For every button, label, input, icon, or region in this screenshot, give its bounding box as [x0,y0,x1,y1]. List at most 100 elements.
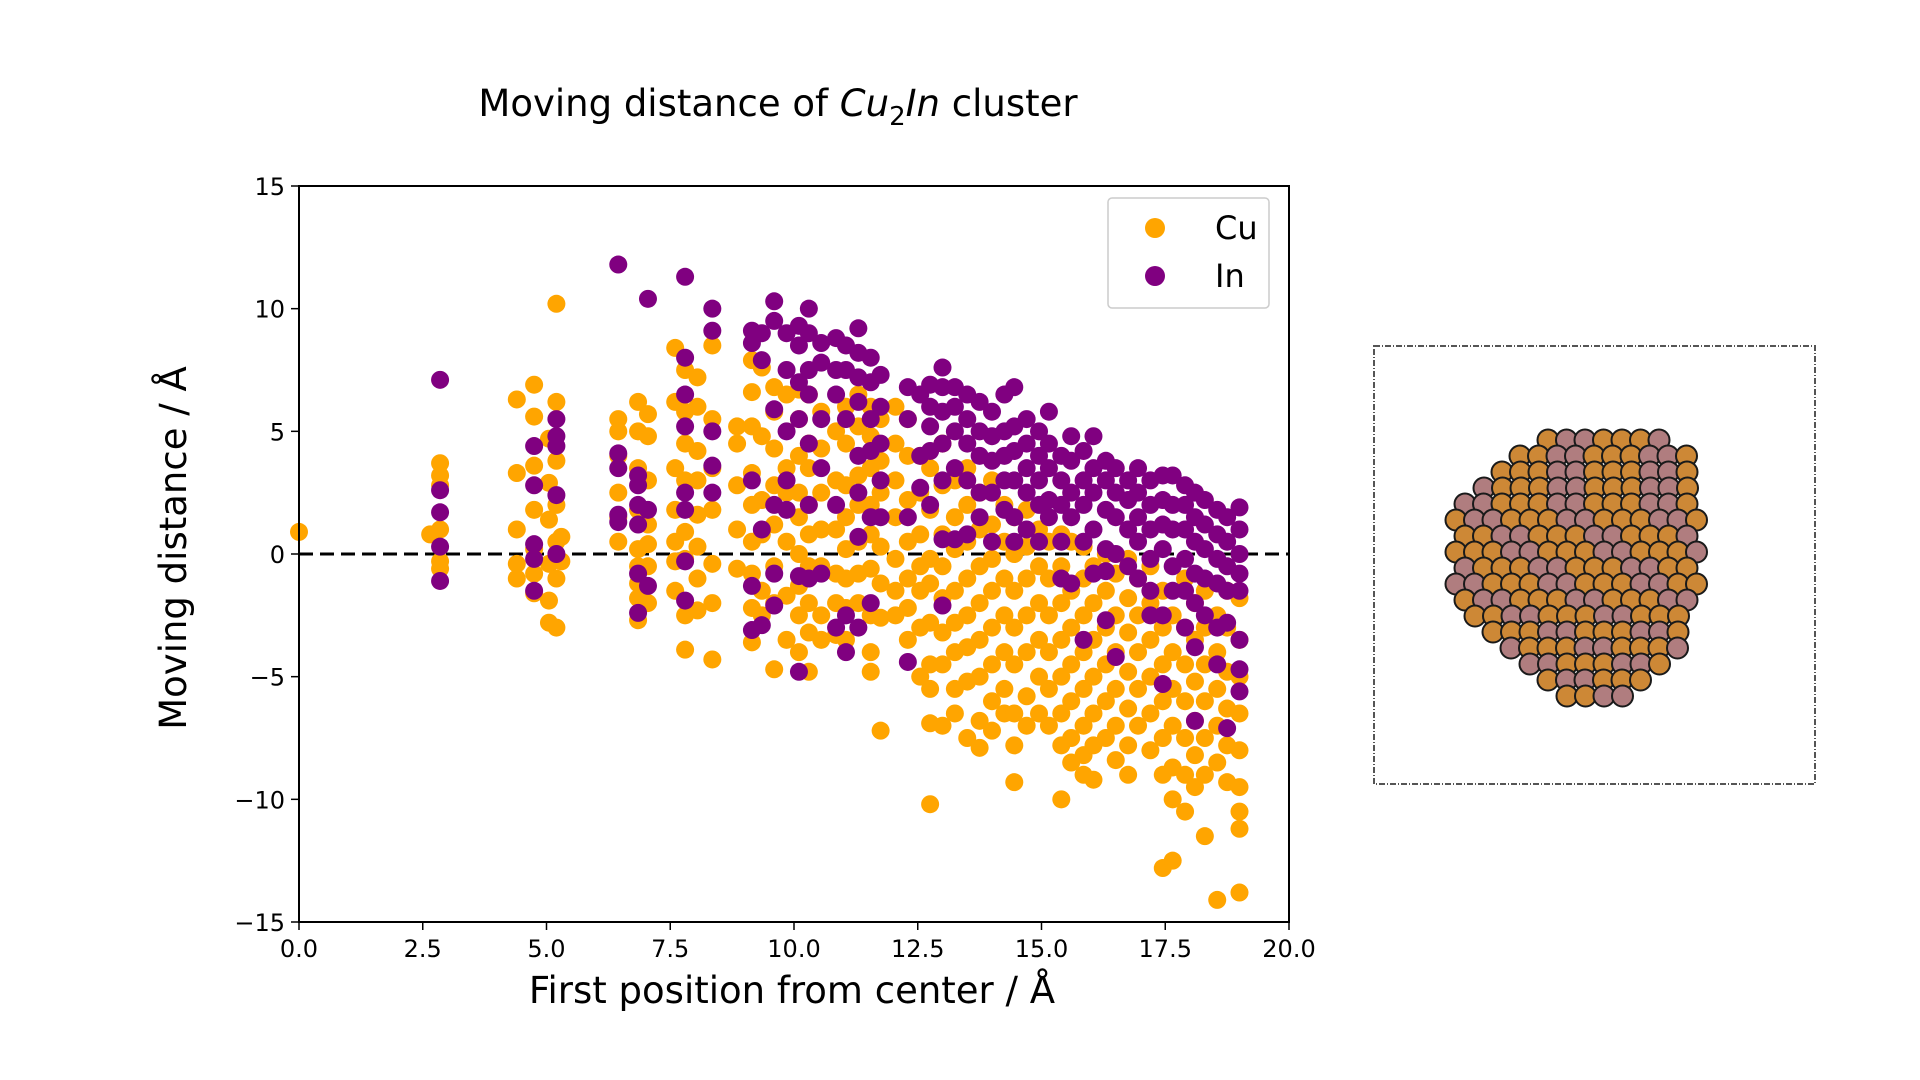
data-point-in [871,471,890,490]
data-point-in [1176,549,1195,568]
data-point-in [1106,648,1125,667]
data-point-cu [827,422,846,441]
chart-title-formula-cu: Cu [840,82,889,125]
data-point-cu [871,574,890,593]
data-point-cu [983,721,1001,740]
data-point-cu [1185,746,1204,765]
data-point-in [638,500,657,519]
data-point-in [789,662,808,681]
data-point-cu [898,569,917,588]
data-point-in [609,459,628,478]
data-point-in [1119,520,1138,539]
data-point-cu [970,630,989,649]
data-point-in [933,596,952,615]
data-point-in [1195,491,1214,510]
data-point-cu [1141,741,1160,760]
data-point-cu [886,508,905,527]
data-point-in [525,535,544,554]
data-point-in [609,513,628,532]
data-point-cu [995,679,1014,698]
data-point-cu [688,569,707,588]
data-point-cu [789,643,808,662]
data-point-cu [1005,736,1024,755]
data-point-cu [1017,643,1036,662]
data-point-in [1230,545,1249,563]
legend: Cu In [1107,197,1270,309]
data-point-in [921,495,940,514]
data-point-in [609,444,628,463]
data-point-cu [1185,778,1204,797]
data-point-cu [1129,606,1148,625]
chart-title-formula-in: In [906,82,940,125]
data-point-cu [983,549,1001,568]
data-point-in [1074,630,1093,649]
data-point-in [777,361,796,379]
data-point-cu [703,594,722,613]
data-point-in [1185,638,1204,657]
data-point-cu [1084,770,1103,789]
data-point-cu [1230,883,1249,902]
data-point-cu [765,660,784,679]
data-point-cu [1005,618,1024,637]
data-point-cu [1039,679,1058,698]
x-tick-label: 7.5 [651,935,689,963]
data-point-in [898,410,917,429]
data-point-cu [886,434,905,453]
data-point-in [1129,532,1148,551]
data-point-in [827,495,846,514]
data-point-in [1062,574,1081,593]
legend-marker-cu [1145,218,1165,238]
data-point-in [1176,618,1195,637]
x-tick-label: 17.5 [1139,935,1192,963]
data-point-in [812,334,831,353]
data-point-cu [728,476,747,495]
data-point-cu [1119,736,1138,755]
data-point-cu [777,630,796,649]
data-point-cu [970,594,989,613]
data-point-in [525,437,544,456]
data-point-in [1062,451,1081,470]
data-point-cu [777,586,796,605]
data-point-cu [958,606,977,625]
data-point-in [638,576,657,595]
data-point-cu [861,643,880,662]
data-point-cu [983,655,1001,674]
cluster-atoms [1444,428,1708,708]
data-point-in [431,537,450,556]
data-point-in [799,495,818,514]
data-point-cu [688,397,707,416]
data-point-cu [1052,630,1071,649]
data-point-cu [609,483,628,502]
y-axis-ticks: −15 −10 −5 0 5 10 15 [234,173,299,937]
data-point-cu [638,427,657,446]
data-point-cu [1119,765,1138,784]
data-point-cu [688,441,707,460]
data-point-in [676,267,695,286]
data-point-in [983,532,1001,551]
data-point-in [958,525,977,544]
data-point-in [1163,466,1182,485]
y-tick-label: −5 [250,664,285,692]
data-point-cu [1230,778,1249,797]
data-point-cu [1230,704,1249,723]
data-point-cu [1017,716,1036,735]
x-tick-label: 2.5 [404,935,442,963]
data-point-in [1039,459,1058,478]
data-point-cu [507,520,526,539]
data-point-in [1129,569,1148,588]
data-point-in [676,417,695,436]
data-point-in [1052,532,1071,551]
data-point-cu [1129,643,1148,662]
data-point-cu [898,598,917,617]
data-point-cu [1163,851,1182,870]
data-point-in [1195,540,1214,559]
data-point-in [970,508,989,527]
data-point-cu [1119,589,1138,608]
data-point-cu [970,667,989,686]
data-point-in [1074,495,1093,514]
data-point-cu [871,721,890,740]
data-point-cu [1176,765,1195,784]
data-point-in [812,459,831,478]
data-point-in [547,486,566,505]
data-point-cu [1163,716,1182,735]
